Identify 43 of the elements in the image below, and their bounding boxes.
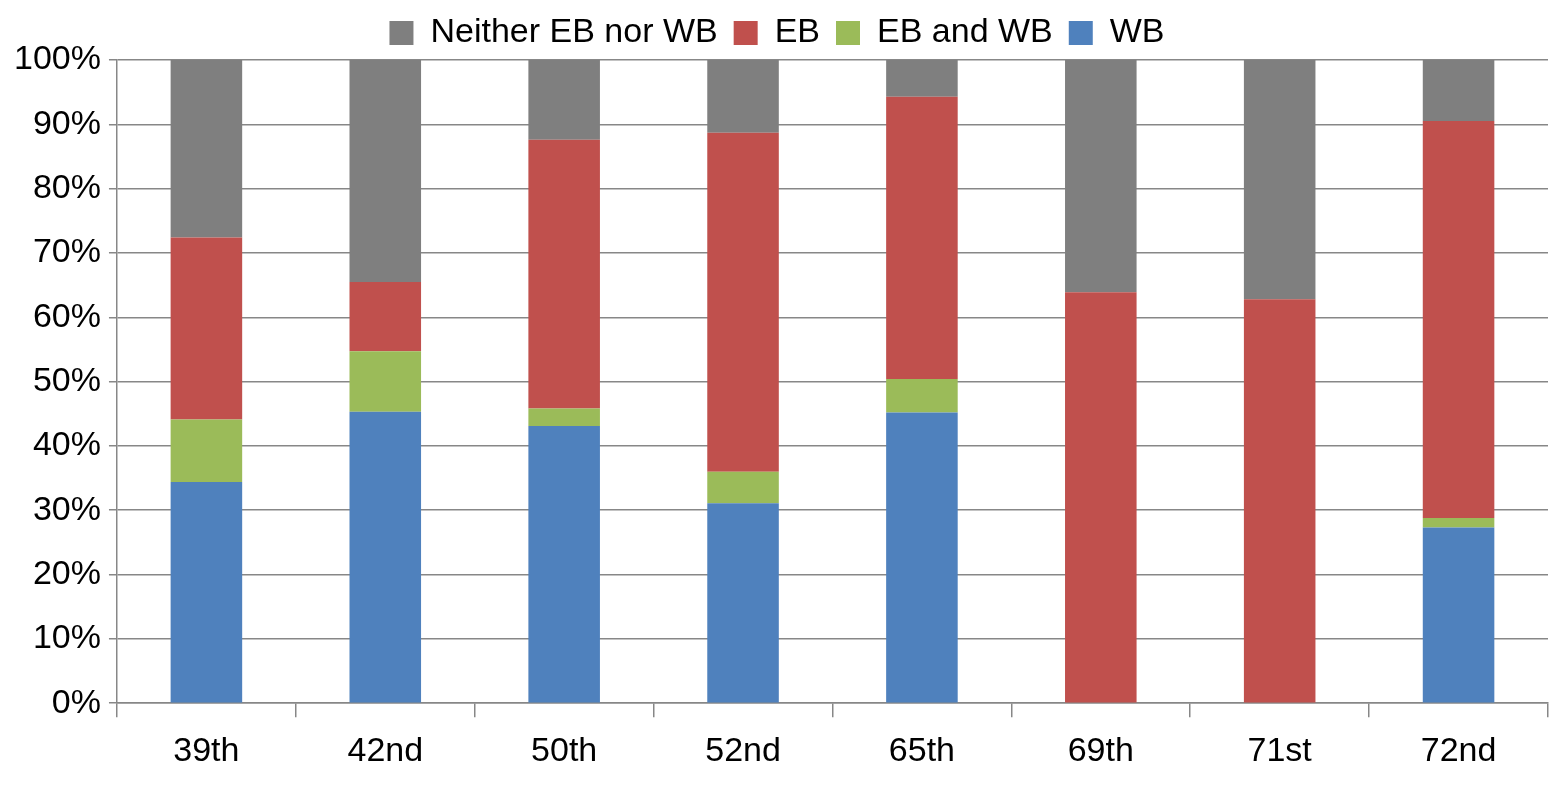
bar [170,237,243,420]
bar [1422,527,1495,703]
x-tick-label: 69th [1067,729,1134,768]
y-tick-label: 100% [13,38,101,77]
bar [528,425,600,703]
y-tick-label: 80% [32,167,101,206]
y-tick-label: 50% [32,359,101,398]
x-tick-label: 65th [888,729,956,768]
bar [170,419,243,482]
bar [707,503,779,703]
bar [170,481,243,703]
y-tick-label: 90% [32,102,101,141]
y-tick-label: 20% [32,552,101,591]
x-tick-label: 71st [1247,729,1313,768]
y-tick-label: 30% [32,488,101,527]
bar [886,412,958,703]
bar [886,379,958,413]
y-tick-label: 60% [32,295,101,334]
bar [349,281,422,352]
legend-label: WB [1109,11,1165,50]
bar [1422,517,1495,528]
bar [707,471,779,504]
bar [886,96,958,380]
bar [1243,299,1316,703]
bar [707,132,779,472]
legend-label: EB and WB [877,11,1053,50]
y-tick-label: 0% [51,681,101,720]
x-tick-label: 52nd [705,729,781,768]
y-tick-label: 70% [32,231,101,270]
y-tick-label: 10% [32,617,101,656]
legend-label: Neither EB nor WB [430,11,718,50]
y-tick-label: 40% [32,424,101,463]
bar [528,139,600,409]
bar [1065,292,1137,703]
x-tick-label: 50th [531,729,598,768]
x-tick-label: 39th [173,729,240,768]
bar [349,411,422,703]
x-tick-label: 72nd [1420,729,1497,768]
x-tick-label: 42nd [347,729,424,768]
bar [1422,121,1495,518]
bar [349,351,422,412]
legend-label: EB [774,11,821,50]
bar [528,408,600,426]
